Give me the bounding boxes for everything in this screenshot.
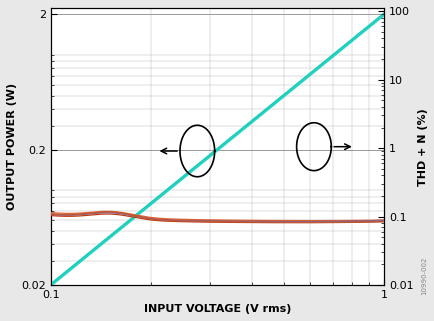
Y-axis label: OUTPUT POWER (W): OUTPUT POWER (W) [7,83,17,210]
X-axis label: INPUT VOLTAGE (V rms): INPUT VOLTAGE (V rms) [144,304,291,314]
Y-axis label: THD + N (%): THD + N (%) [417,108,427,186]
Text: 10990-002: 10990-002 [420,257,426,295]
